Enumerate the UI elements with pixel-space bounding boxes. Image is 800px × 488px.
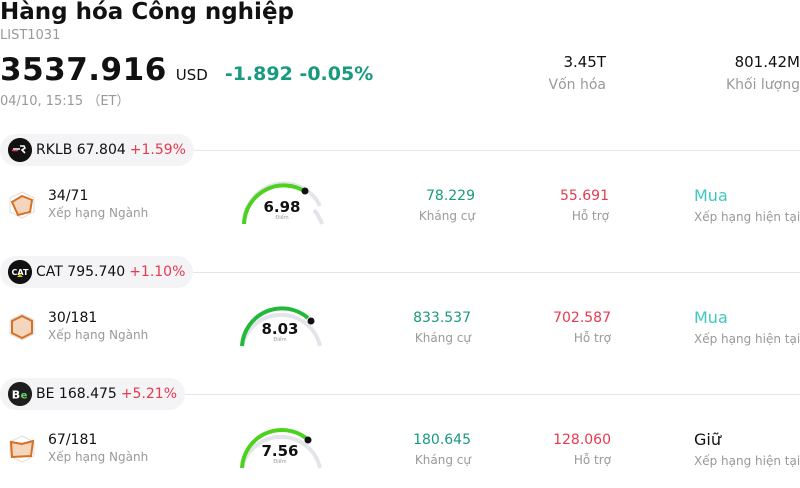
support-value: 128.060	[553, 432, 611, 448]
industry-rank-value: 30/181	[48, 310, 98, 326]
price-change: -1.892 -0.05%	[224, 63, 374, 85]
market-cap-label: Vốn hóa	[548, 77, 606, 93]
stock-pill[interactable]: CAT CAT 795.740 +1.10%	[0, 256, 194, 288]
stock-symbol: BE	[36, 386, 55, 402]
svg-text:CAT: CAT	[12, 268, 29, 277]
caterpillar-logo-icon: CAT	[8, 260, 32, 284]
support-label: Hỗ trợ	[573, 453, 611, 467]
industry-rank-label: Xếp hạng Ngành	[48, 450, 149, 464]
timestamp: 04/10, 15:15 （ET）	[0, 94, 130, 109]
gauge-arc	[240, 427, 308, 469]
resistance-value: 180.645	[413, 432, 471, 448]
resistance-label: Kháng cự	[414, 331, 471, 345]
rating-label: Xếp hạng hiện tại	[694, 454, 800, 468]
index-price: 3537.916	[0, 52, 167, 88]
support: 55.691 Hỗ trợ	[560, 188, 609, 223]
stock-symbol: RKLB	[36, 142, 73, 158]
index-code: LIST1031	[0, 28, 61, 43]
divider	[180, 150, 800, 151]
resistance-label: Kháng cự	[414, 453, 471, 467]
svg-text:e: e	[21, 391, 28, 402]
stock-change: +1.59%	[129, 142, 186, 158]
stock-price: 795.740	[67, 264, 126, 280]
resistance-label: Kháng cự	[418, 209, 475, 223]
resistance-value: 78.229	[426, 188, 475, 204]
stock-header-row: RKLB 67.804 +1.59%	[0, 134, 800, 166]
resistance-value: 833.537	[413, 310, 471, 326]
score-gauge: 8.03 Điểm	[238, 302, 328, 350]
score-label: Điểm	[275, 215, 289, 221]
score-value: 6.98	[263, 198, 301, 216]
support: 702.587 Hỗ trợ	[553, 310, 611, 345]
market-cap-stat: 3.45T Vốn hóa	[549, 53, 606, 93]
score-gauge: 6.98 Điểm	[240, 180, 330, 228]
current-rating: Mua Xếp hạng hiện tại	[694, 308, 800, 346]
support-label: Hỗ trợ	[573, 331, 611, 345]
svg-text:B: B	[12, 389, 20, 402]
stock-header-row: CAT CAT 795.740 +1.10%	[0, 256, 800, 288]
rating-value: Giữ	[694, 430, 721, 449]
score-value: 8.03	[261, 320, 299, 338]
rating-label: Xếp hạng hiện tại	[694, 332, 800, 346]
gauge-arc	[240, 306, 310, 347]
page-title: Hàng hóa Công nghiệp	[0, 0, 295, 25]
resistance: 833.537 Kháng cự	[413, 310, 471, 345]
gauge-arc	[242, 183, 308, 225]
rocket-lab-logo-icon	[8, 138, 32, 162]
volume-label: Khối lượng	[725, 77, 800, 93]
industry-rank: 34/71 Xếp hạng Ngành	[48, 188, 148, 220]
radar-chart-icon	[9, 313, 35, 341]
volume-value: 801.42M	[734, 53, 800, 71]
score-label: Điểm	[273, 337, 287, 343]
stock-change: +1.10%	[129, 264, 186, 280]
score-gauge: 7.56 Điểm	[238, 424, 328, 472]
industry-rank: 30/181 Xếp hạng Ngành	[48, 310, 148, 342]
industry-rank-label: Xếp hạng Ngành	[48, 328, 149, 342]
score-label: Điểm	[273, 459, 287, 465]
radar-chart-icon	[9, 191, 35, 219]
industry-rank-label: Xếp hạng Ngành	[48, 206, 149, 220]
current-rating: Giữ Xếp hạng hiện tại	[694, 430, 800, 468]
score-value: 7.56	[261, 442, 299, 460]
industry-rank: 67/181 Xếp hạng Ngành	[48, 432, 148, 464]
support-value: 55.691	[560, 188, 609, 204]
rating-label: Xếp hạng hiện tại	[694, 210, 800, 224]
radar-chart-icon	[9, 435, 35, 463]
stock-change: +5.21%	[120, 386, 178, 402]
divider	[180, 394, 800, 395]
market-cap-value: 3.45T	[563, 53, 606, 71]
industry-rank-value: 67/181	[48, 432, 98, 448]
currency-label: USD	[175, 66, 208, 84]
stock-symbol: CAT	[36, 264, 63, 280]
stock-price: 168.475	[58, 386, 117, 402]
stock-pill[interactable]: RKLB 67.804 +1.59%	[0, 134, 194, 166]
stock-section-cat[interactable]: CAT CAT 795.740 +1.10% 30/181 Xếp hạng N…	[0, 256, 800, 378]
support: 128.060 Hỗ trợ	[553, 432, 611, 467]
stock-price: 67.804	[76, 142, 126, 158]
divider	[180, 272, 800, 273]
volume-stat: 801.42M Khối lượng	[726, 53, 800, 93]
resistance: 78.229 Kháng cự	[419, 188, 475, 223]
current-rating: Mua Xếp hạng hiện tại	[694, 186, 800, 224]
price-row: 3537.916 USD -1.892 -0.05%	[0, 52, 373, 88]
support-label: Hỗ trợ	[571, 209, 609, 223]
support-value: 702.587	[553, 310, 611, 326]
industry-rank-value: 34/71	[48, 188, 89, 204]
rating-value: Mua	[694, 186, 728, 205]
stock-section-rklb[interactable]: RKLB 67.804 +1.59% 34/71 Xếp hạng Ngành …	[0, 134, 800, 256]
resistance: 180.645 Kháng cự	[413, 432, 471, 467]
rating-value: Mua	[694, 308, 728, 327]
